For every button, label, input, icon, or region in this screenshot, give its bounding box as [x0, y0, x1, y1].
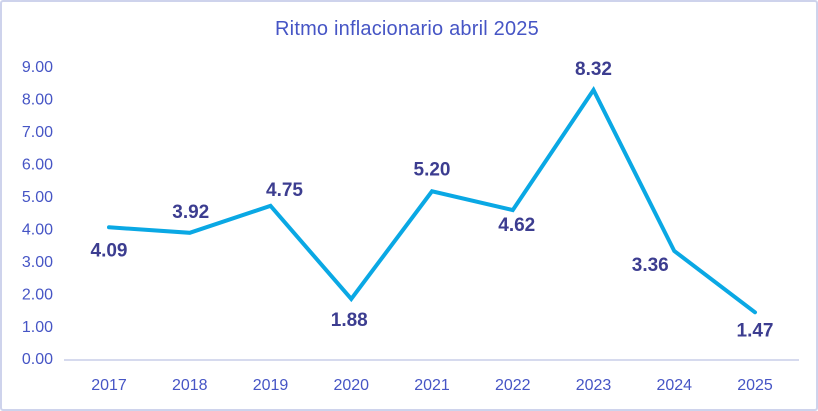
x-axis-label: 2024 [656, 377, 692, 394]
chart-title: Ritmo inflacionario abril 2025 [275, 18, 539, 40]
y-tick-label: 7.00 [22, 124, 53, 141]
x-axis-label: 2023 [576, 377, 612, 394]
data-label: 5.20 [414, 159, 451, 180]
y-tick-label: 8.00 [22, 92, 53, 109]
data-label: 4.62 [498, 215, 535, 236]
y-tick-label: 5.00 [22, 189, 53, 206]
y-tick-label: 4.00 [22, 221, 53, 238]
x-axis-label: 2017 [91, 377, 127, 394]
data-label: 4.09 [91, 240, 128, 261]
y-tick-label: 2.00 [22, 286, 53, 303]
y-tick-label: 3.00 [22, 254, 53, 271]
inflation-line [107, 86, 757, 315]
x-axis-label: 2018 [172, 377, 208, 394]
data-label: 4.75 [266, 180, 303, 201]
x-axis-label: 2025 [737, 377, 773, 394]
data-label: 1.47 [737, 320, 774, 341]
data-label: 1.88 [331, 310, 368, 331]
x-axis-label: 2022 [495, 377, 531, 394]
x-axis-label: 2020 [333, 377, 369, 394]
data-label: 8.32 [575, 59, 612, 80]
y-tick-label: 6.00 [22, 157, 53, 174]
x-axis-label: 2019 [253, 377, 289, 394]
y-tick-label: 0.00 [22, 351, 53, 368]
data-label: 3.92 [172, 202, 209, 223]
data-label: 3.36 [632, 255, 669, 276]
x-axis-label: 2021 [414, 377, 450, 394]
y-tick-label: 9.00 [22, 59, 53, 76]
y-tick-label: 1.00 [22, 319, 53, 336]
